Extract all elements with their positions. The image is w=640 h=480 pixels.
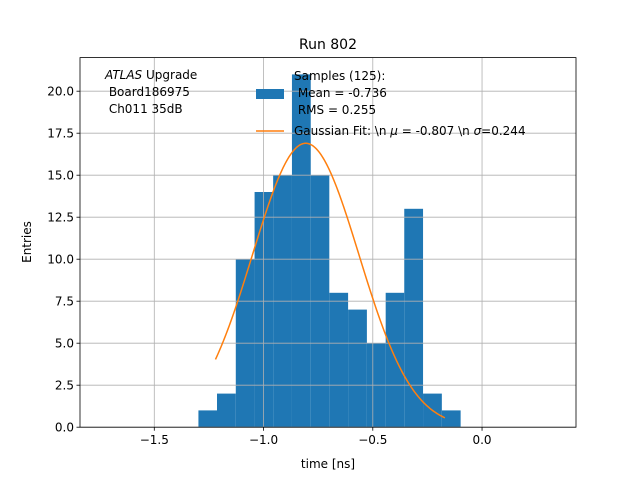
grid (80, 57, 576, 428)
histogram-bar (348, 309, 367, 428)
y-axis-label: Entries (20, 221, 34, 263)
x-axis-label: time [ns] (301, 457, 355, 471)
y-tick-label: 10.0 (47, 253, 74, 267)
atlas-annotation: ATLAS Upgrade Board186975 Ch011 35dB (104, 68, 197, 116)
chart-title: Run 802 (299, 37, 357, 53)
legend-hist-line-2: Mean = -0.736 (294, 86, 387, 100)
legend-fit-label: Gaussian Fit: \n μ = -0.807 \n σ=0.244 (294, 124, 526, 138)
y-tick-label: 12.5 (47, 211, 74, 225)
plot-frame (79, 57, 577, 428)
legend-fit-mu: μ (389, 124, 398, 138)
histogram-bar (385, 292, 405, 428)
legend-fit-part-1: Gaussian Fit: \n (294, 124, 390, 138)
y-tick-label: 15.0 (47, 169, 74, 183)
gaussian-fit (214, 142, 446, 419)
y-tick-label: 0.0 (55, 421, 74, 435)
annotation-board: Board186975 (105, 85, 190, 99)
x-tick-label: 0.0 (472, 433, 491, 447)
x-tick-label: −1.5 (140, 433, 169, 447)
legend: Samples (125): Mean = -0.736 RMS = 0.255… (256, 69, 526, 138)
legend-fit-part-2: = -0.807 \n (398, 124, 474, 138)
legend-hist-line-1: Samples (125): (294, 69, 385, 83)
histogram-bar (217, 393, 236, 428)
annotation-line-1: ATLAS Upgrade (104, 68, 197, 82)
annotation-channel: Ch011 35dB (105, 102, 183, 116)
histogram-bar (441, 410, 461, 428)
y-axis-ticks: 0.0 2.5 5.0 7.5 10.0 12.5 15.0 17.5 20.0 (47, 85, 80, 435)
legend-fit-sigma: σ (474, 124, 482, 138)
histogram-bar (198, 410, 218, 428)
atlas-label: ATLAS (104, 68, 143, 82)
y-tick-label: 7.5 (55, 295, 74, 309)
y-tick-label: 2.5 (55, 379, 74, 393)
x-tick-label: −1.0 (249, 433, 278, 447)
y-tick-label: 5.0 (55, 337, 74, 351)
fit-curve (214, 142, 446, 419)
histogram-bar (291, 74, 311, 428)
legend-hist-line-3: RMS = 0.255 (294, 103, 376, 117)
y-tick-label: 17.5 (47, 127, 74, 141)
x-tick-label: −0.5 (358, 433, 387, 447)
x-axis-ticks: −1.5 −1.0 −0.5 0.0 (140, 427, 492, 447)
histogram-bar (404, 208, 424, 428)
legend-fit-part-3: =0.244 (481, 124, 525, 138)
y-tick-label: 20.0 (47, 85, 74, 99)
upgrade-label: Upgrade (142, 68, 197, 82)
legend-hist-swatch (256, 89, 284, 99)
histogram-bar (329, 292, 349, 428)
